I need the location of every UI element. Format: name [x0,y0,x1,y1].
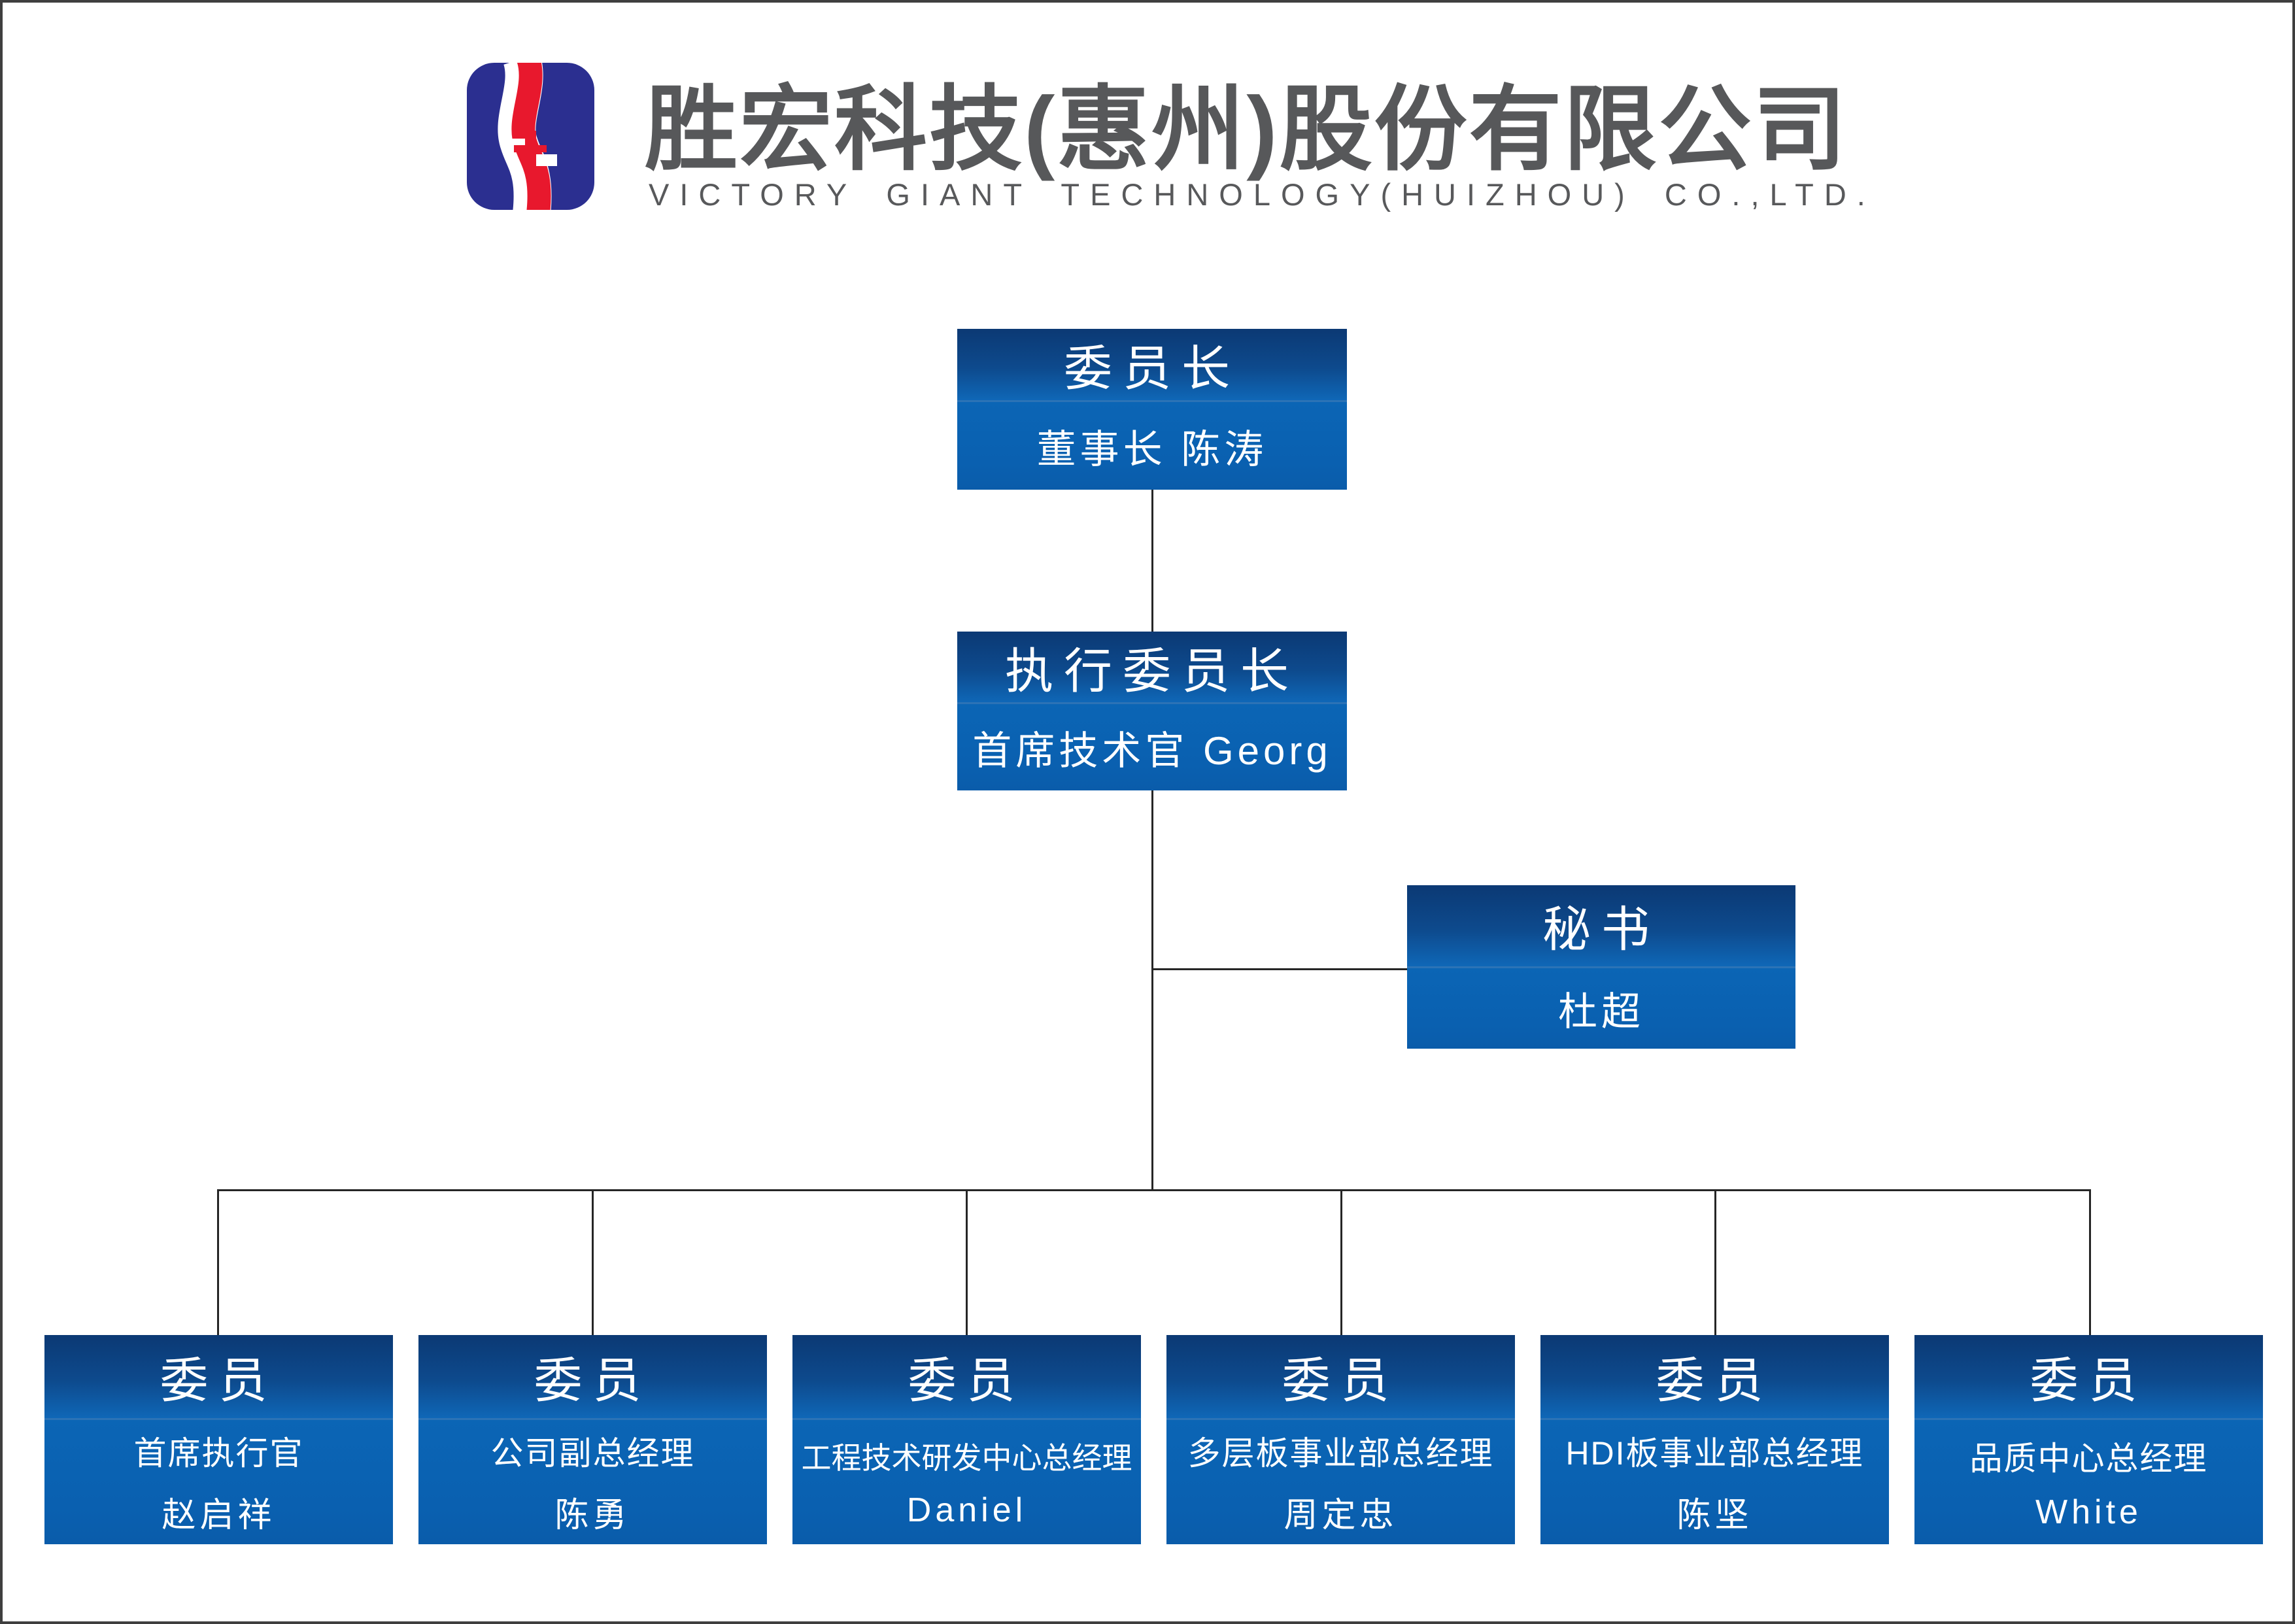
node-title: 委员 [908,1353,1026,1408]
connector-drop-member-2 [592,1191,594,1336]
member-name: 陈坚 [1676,1497,1753,1535]
node-title: 委员 [1282,1353,1400,1408]
member-name: 陈勇 [554,1497,631,1535]
node-subtitle: 董事长 陈涛 [1036,427,1268,471]
node-subtitle: 杜超 [1558,989,1644,1034]
connector-drop-member-1 [217,1191,219,1336]
member-role: 首席执行官 [133,1435,304,1472]
connector-drop-member-5 [1714,1191,1716,1336]
company-name-en: VICTORY GIANT TECHNOLOGY(HUIZHOU) CO.,LT… [649,177,1876,212]
member-name: Daniel [906,1491,1027,1529]
company-name-zh: 胜宏科技(惠州)股份有限公司 [645,78,1848,182]
member-name: White [2035,1493,2142,1531]
member-name: 周定忠 [1284,1497,1398,1535]
node-title: 秘书 [1542,902,1660,957]
member-role: 品质中心总经理 [1969,1440,2208,1477]
member-name: 赵启祥 [162,1497,276,1535]
connector-drop-member-4 [1340,1191,1342,1336]
member-role: HDI板事业部总经理 [1565,1435,1864,1472]
node-title: 委员 [534,1353,652,1408]
company-logo-icon [467,63,594,210]
node-chairman: 委员长 董事长 陈涛 [957,329,1347,490]
node-member-quality-gm: 委员 品质中心总经理 White [1914,1335,2263,1544]
connector-members-bus [217,1189,2091,1191]
member-role: 公司副总经理 [490,1435,695,1472]
connector-drop-member-6 [2089,1191,2091,1336]
connector-executive-to-members [1151,789,1153,1191]
node-member-multilayer-gm: 委员 多层板事业部总经理 周定忠 [1166,1335,1515,1544]
node-executive-chairman: 执行委员长 首席技术官 Georg [957,632,1347,790]
node-subtitle: 首席技术官 Georg [972,728,1332,773]
connector-to-secretary [1151,968,1408,970]
member-role: 多层板事业部总经理 [1187,1435,1494,1472]
node-title: 执行委员长 [1005,643,1299,698]
node-member-hdi-gm: 委员 HDI板事业部总经理 陈坚 [1540,1335,1889,1544]
connector-chairman-to-executive [1151,489,1153,633]
node-title: 委员 [1656,1353,1774,1408]
node-title: 委员 [160,1353,278,1408]
node-title: 委员 [2030,1353,2148,1408]
node-member-deputy-gm: 委员 公司副总经理 陈勇 [418,1335,767,1544]
node-title: 委员长 [1064,341,1240,396]
connector-drop-member-3 [966,1191,968,1336]
member-role: 工程技术研发中心总经理 [801,1440,1132,1475]
node-member-rd-center-gm: 委员 工程技术研发中心总经理 Daniel [792,1335,1141,1544]
node-secretary: 秘书 杜超 [1407,885,1795,1049]
node-member-ceo: 委员 首席执行官 赵启祥 [44,1335,393,1544]
